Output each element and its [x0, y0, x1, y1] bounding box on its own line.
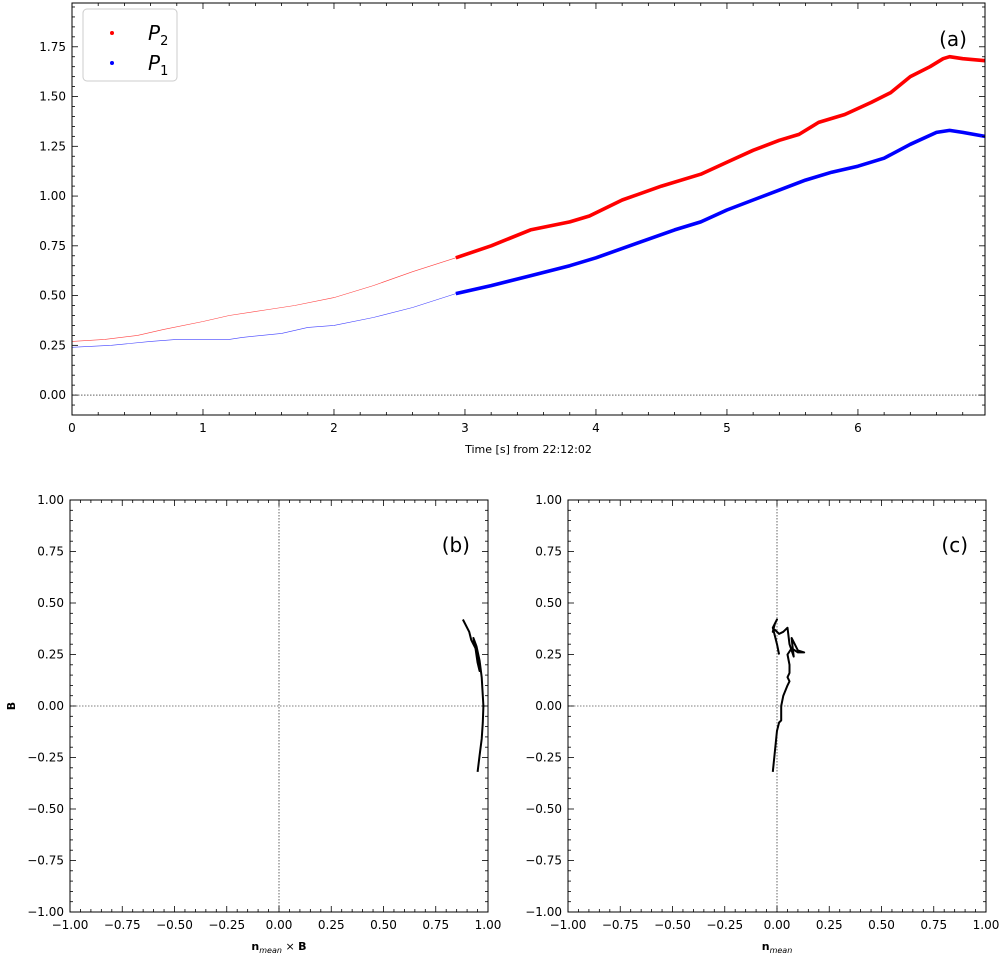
y-tick-label: 1.75	[39, 40, 66, 54]
x-tick-label: −0.75	[104, 918, 141, 932]
x-tick-label: 1.00	[475, 918, 502, 932]
y-tick-label: −1.00	[27, 905, 64, 919]
x-tick-label: 0.75	[422, 918, 449, 932]
x-tick-label: 2	[330, 421, 338, 435]
y-tick-label: 0.50	[37, 596, 64, 610]
y-tick-label: 0.25	[37, 648, 64, 662]
panel-label: (b)	[442, 533, 470, 557]
x-tick-label: 0.75	[920, 918, 947, 932]
y-tick-label: 0.75	[535, 545, 562, 559]
y-tick-label: −0.25	[27, 751, 64, 765]
legend-marker-p2	[110, 31, 114, 35]
panel-c: −1.00 −0.75 −0.50 −0.25 0.00 0.25 0.50 0.75 1.00…	[525, 493, 999, 953]
x-tick-label: 0.00	[266, 918, 293, 932]
x-tick-label: 6	[854, 421, 862, 435]
x-axis-title: nmean × B	[251, 940, 306, 953]
x-tick-label: 3	[461, 421, 469, 435]
x-tick-label: 1	[199, 421, 207, 435]
panel-a: 0 1 2 3 4 5 6 0.00 0.25 0.50 0.75 1.00 1.25 1.50 1.75 (…	[39, 2, 986, 456]
legend-label-p1: P1	[148, 51, 168, 79]
x-tick-label: 0.25	[816, 918, 843, 932]
x-tick-label: −0.50	[654, 918, 691, 932]
legend-marker-p1	[110, 61, 114, 65]
y-tick-label: 1.00	[37, 493, 64, 507]
y-axis-title: B	[5, 702, 18, 710]
panel-label: (a)	[939, 27, 967, 51]
x-axis-title: nmean	[762, 940, 793, 953]
y-tick-label: 0.50	[535, 596, 562, 610]
series-p1-thick	[455, 128, 986, 296]
y-tick-label: 1.25	[39, 139, 66, 153]
y-tick-label: 0.00	[39, 388, 66, 402]
y-tick-label: −0.50	[27, 802, 64, 816]
legend-label-p2: P2	[148, 21, 168, 49]
panel-label: (c)	[941, 533, 968, 557]
y-tick-label: −0.75	[525, 854, 562, 868]
x-tick-label: 1.00	[973, 918, 1000, 932]
y-tick-label: −0.50	[525, 802, 562, 816]
y-tick-label: 1.00	[39, 189, 66, 203]
x-tick-label: 0.50	[868, 918, 895, 932]
panel-b: −1.00 −0.75 −0.50 −0.25 0.00 0.25 0.50 0.75 1.00…	[5, 493, 501, 953]
x-tick-label: −0.25	[706, 918, 743, 932]
y-tick-label: 0.00	[535, 699, 562, 713]
x-axis-title: Time [s] from 22:12:02	[464, 443, 592, 456]
y-tick-label: 1.50	[39, 90, 66, 104]
x-tick-label: 5	[723, 421, 731, 435]
series-p2-thick	[455, 54, 986, 260]
series-line0-trajectory	[462, 619, 485, 773]
y-tick-label: 0.25	[535, 648, 562, 662]
y-tick-label: 0.50	[39, 289, 66, 303]
x-tick-label: 0.00	[764, 918, 791, 932]
y-tick-label: 0.75	[39, 239, 66, 253]
x-tick-label: −0.25	[208, 918, 245, 932]
x-tick-label: −0.75	[602, 918, 639, 932]
y-tick-label: −1.00	[525, 905, 562, 919]
series-line0-trajectory	[771, 618, 806, 773]
x-tick-label: 0	[68, 421, 76, 435]
series-p1-thin	[71, 293, 456, 348]
plot-frame	[71, 2, 986, 416]
y-tick-label: −0.25	[525, 751, 562, 765]
y-tick-label: 0.75	[37, 545, 64, 559]
x-tick-label: −0.50	[156, 918, 193, 932]
y-tick-label: −0.75	[27, 854, 64, 868]
x-tick-label: −1.00	[52, 918, 89, 932]
y-tick-label: 0.00	[37, 699, 64, 713]
x-tick-label: 0.25	[318, 918, 345, 932]
x-tick-label: 0.50	[370, 918, 397, 932]
x-tick-label: −1.00	[550, 918, 587, 932]
legend-box	[82, 8, 178, 82]
x-tick-label: 4	[592, 421, 600, 435]
y-tick-label: 1.00	[535, 493, 562, 507]
series-p2-thin	[71, 257, 456, 342]
y-tick-label: 0.25	[39, 338, 66, 352]
